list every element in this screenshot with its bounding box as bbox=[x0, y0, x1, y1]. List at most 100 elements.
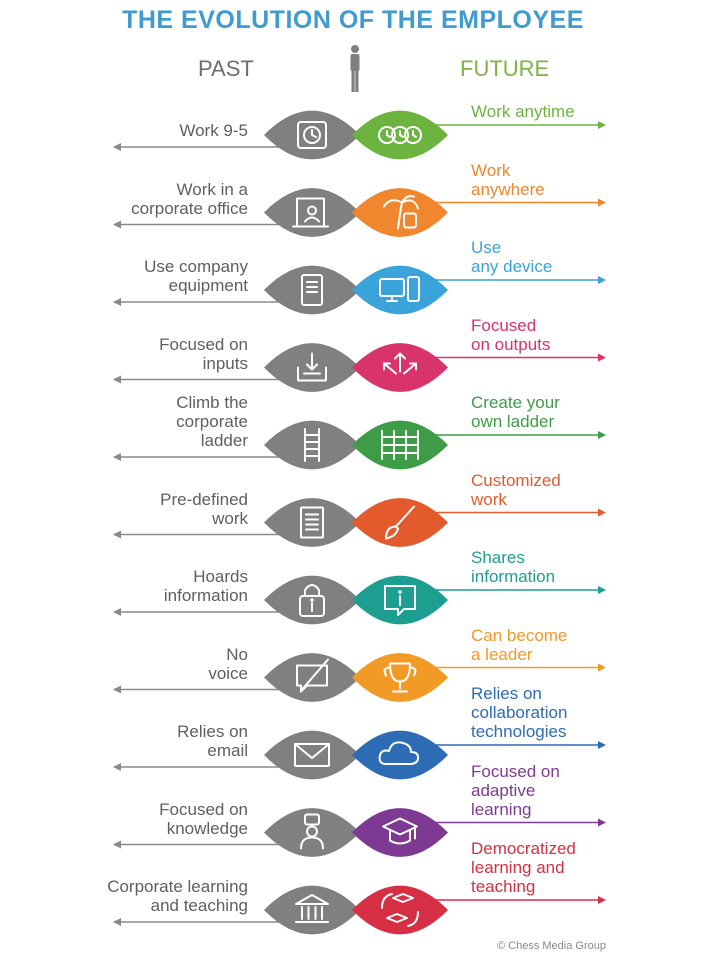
row-2 bbox=[113, 188, 606, 237]
future-label-line: information bbox=[471, 567, 556, 586]
past-arrow bbox=[113, 530, 300, 539]
past-label-line: Focused on bbox=[159, 799, 248, 819]
row-3 bbox=[113, 265, 606, 315]
future-label-line: collaboration bbox=[471, 703, 568, 722]
future-label: Relies on collaboration technologies bbox=[471, 684, 671, 741]
future-label-line: learning bbox=[471, 799, 532, 819]
future-label-line: on outputs bbox=[471, 334, 551, 354]
future-label-line: Democratized bbox=[471, 839, 576, 858]
past-label-line: corporate bbox=[176, 412, 248, 431]
server-tower-icon bbox=[301, 274, 323, 306]
future-label-line: learning and bbox=[471, 858, 565, 877]
future-arrow bbox=[410, 896, 606, 904]
future-label-line: Relies on bbox=[471, 684, 542, 703]
past-label-line: Hoards bbox=[193, 567, 248, 586]
row-1 bbox=[113, 110, 606, 160]
paintbrush-icon bbox=[385, 505, 415, 540]
three-clocks-icon bbox=[378, 126, 422, 144]
future-label: Work anytime bbox=[471, 102, 671, 121]
row-8 bbox=[113, 653, 606, 702]
palm-tree-icon bbox=[383, 195, 419, 230]
past-arrow bbox=[113, 763, 300, 771]
multi-ladder-icon bbox=[381, 430, 419, 460]
cloud-icon bbox=[378, 741, 420, 765]
future-label-line: anywhere bbox=[471, 179, 545, 199]
past-label: Corporate learning and teaching bbox=[88, 877, 248, 915]
past-label-line: Work in a bbox=[176, 179, 249, 199]
past-label-line: Work 9-5 bbox=[179, 121, 248, 140]
future-shape bbox=[352, 653, 448, 702]
past-label: Work in a corporate office bbox=[88, 180, 248, 218]
past-label-line: Focused on bbox=[159, 334, 248, 354]
future-shape bbox=[352, 885, 448, 935]
inbox-arrow-icon bbox=[297, 352, 327, 382]
future-arrow bbox=[410, 508, 606, 517]
past-label: Work 9-5 bbox=[88, 121, 248, 140]
past-header: PAST bbox=[198, 56, 254, 81]
past-label: Hoards information bbox=[88, 567, 248, 605]
future-label: Create your own ladder bbox=[471, 393, 671, 431]
future-label-line: Can become bbox=[471, 625, 568, 645]
future-label-line: technologies bbox=[471, 722, 567, 741]
row-11 bbox=[113, 885, 606, 935]
future-arrow bbox=[410, 741, 606, 749]
past-label: Use company equipment bbox=[88, 257, 248, 295]
past-label-line: Use company bbox=[144, 257, 248, 276]
ladder-icon bbox=[304, 428, 320, 462]
past-label-line: Pre-defined bbox=[160, 489, 248, 509]
past-label-line: Relies on bbox=[177, 722, 248, 741]
padlock-info-icon bbox=[299, 584, 325, 617]
past-label-line: Climb the bbox=[176, 393, 248, 412]
future-label-line: Use bbox=[471, 238, 502, 257]
outward-arrows-icon bbox=[383, 352, 417, 375]
future-label-line: Shares bbox=[471, 548, 525, 567]
future-label-line: Work bbox=[471, 160, 511, 180]
future-label-line: work bbox=[471, 489, 507, 509]
future-label-line: any device bbox=[471, 257, 553, 276]
past-arrow bbox=[113, 143, 300, 151]
future-label: Shares information bbox=[471, 548, 671, 586]
row-7 bbox=[113, 575, 606, 625]
future-label-line: Focused on bbox=[471, 761, 560, 781]
past-shape bbox=[264, 808, 360, 857]
copyright-credit: © Chess Media Group bbox=[497, 940, 606, 952]
future-label: Customized work bbox=[471, 471, 671, 509]
future-label: Focused on outputs bbox=[471, 316, 671, 354]
future-label-line: Work anytime bbox=[471, 102, 575, 121]
future-label-line: teaching bbox=[471, 877, 536, 896]
future-label-line: Customized bbox=[471, 470, 561, 490]
future-shape bbox=[352, 808, 448, 857]
muted-chat-icon bbox=[296, 658, 329, 693]
envelope-icon bbox=[294, 743, 330, 767]
future-arrow bbox=[410, 276, 606, 284]
row-6 bbox=[113, 498, 606, 547]
past-label: Pre-defined work bbox=[88, 490, 248, 528]
future-label: Focused on adaptive learning bbox=[471, 762, 671, 819]
devices-icon bbox=[379, 276, 420, 302]
past-arrow bbox=[113, 298, 300, 306]
future-arrow bbox=[410, 818, 606, 827]
past-shape bbox=[264, 575, 360, 625]
institution-icon bbox=[295, 894, 329, 923]
future-label-line: adaptive bbox=[471, 780, 536, 800]
document-icon bbox=[300, 506, 324, 539]
past-label-line: ladder bbox=[200, 431, 248, 450]
future-label-line: a leader bbox=[471, 644, 533, 664]
graduation-cap-icon bbox=[382, 817, 418, 845]
future-label-line: Create your bbox=[471, 393, 560, 412]
page-title: THE EVOLUTION OF THE EMPLOYEE bbox=[122, 6, 584, 34]
past-label-line: equipment bbox=[168, 276, 248, 295]
future-arrow bbox=[410, 121, 606, 129]
clock-icon bbox=[297, 121, 327, 149]
past-arrow bbox=[113, 608, 300, 616]
past-label-line: knowledge bbox=[166, 818, 248, 838]
person-icon bbox=[350, 45, 360, 92]
info-bubble-icon bbox=[384, 585, 416, 616]
past-arrow bbox=[113, 220, 300, 229]
past-label-line: inputs bbox=[202, 353, 248, 373]
past-shape bbox=[264, 498, 360, 547]
future-shape bbox=[352, 265, 448, 315]
past-arrow bbox=[113, 453, 300, 461]
past-label: Focused on knowledge bbox=[88, 800, 248, 838]
